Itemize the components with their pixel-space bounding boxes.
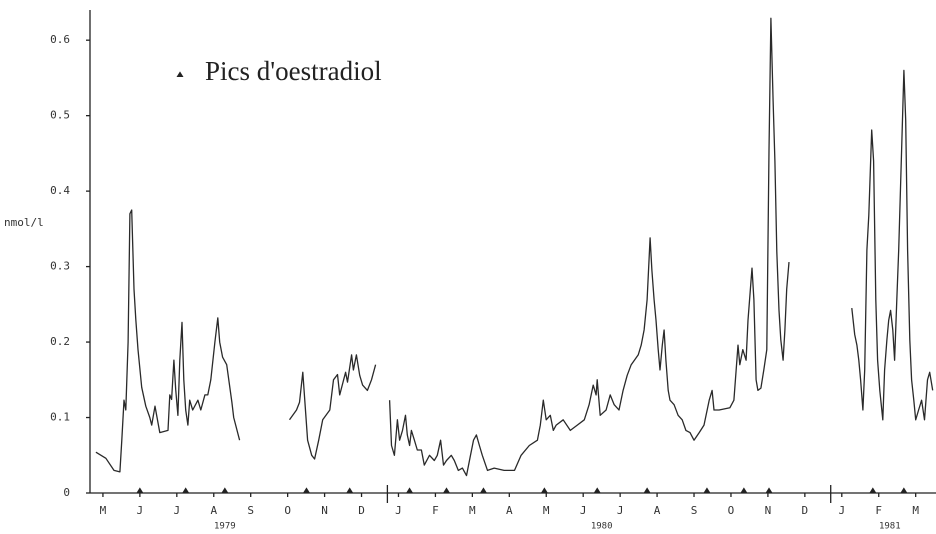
x-tick-label: J — [838, 504, 845, 517]
x-tick-label: F — [432, 504, 439, 517]
x-tick-label: M — [100, 504, 107, 517]
y-tick-label: 0.4 — [50, 184, 70, 197]
peak-marker — [869, 487, 877, 493]
x-tick-label: J — [580, 504, 587, 517]
peak-marker — [593, 487, 601, 493]
x-tick-label: J — [174, 504, 181, 517]
x-tick-label: F — [875, 504, 882, 517]
peak-marker — [406, 487, 414, 493]
peak-marker — [643, 487, 651, 493]
peak-marker — [136, 487, 144, 493]
x-tick-label: D — [358, 504, 365, 517]
x-tick-label: M — [543, 504, 550, 517]
y-tick-label: 0.5 — [50, 109, 70, 122]
y-tick-label: 0.2 — [50, 335, 70, 348]
y-tick-label: 0.1 — [50, 411, 70, 424]
legend-text: Pics d'oestradiol — [205, 56, 382, 86]
x-tick-label: J — [617, 504, 624, 517]
x-tick-label: D — [802, 504, 809, 517]
x-tick-label: J — [395, 504, 402, 517]
peak-marker — [479, 487, 487, 493]
x-tick-label: A — [506, 504, 513, 517]
x-tick-label: A — [210, 504, 217, 517]
x-tick-label: O — [284, 504, 291, 517]
y-tick-label: 0 — [63, 486, 70, 499]
peak-marker — [443, 487, 451, 493]
x-tick-label: M — [912, 504, 919, 517]
peak-marker — [703, 487, 711, 493]
peak-marker — [221, 487, 229, 493]
x-tick-label: S — [691, 504, 698, 517]
data-line — [95, 17, 934, 477]
x-tick-label: O — [728, 504, 735, 517]
peak-marker — [540, 487, 548, 493]
year-label: 1979 — [214, 522, 236, 532]
peak-marker — [740, 487, 748, 493]
x-tick-label: S — [247, 504, 254, 517]
peak-marker — [182, 487, 190, 493]
x-tick-label: N — [765, 504, 772, 517]
y-axis-label: nmol/l — [4, 216, 44, 229]
x-tick-label: M — [469, 504, 476, 517]
y-tick-label: 0.6 — [50, 33, 70, 46]
peak-marker — [900, 487, 908, 493]
x-tick-label: N — [321, 504, 328, 517]
peak-marker — [346, 487, 354, 493]
y-tick-label: 0.3 — [50, 260, 70, 273]
x-tick-label: A — [654, 504, 661, 517]
year-label: 1981 — [879, 522, 901, 532]
year-label: 1980 — [591, 522, 613, 532]
peak-marker — [765, 487, 773, 493]
legend-marker — [176, 71, 184, 77]
x-tick-label: J — [137, 504, 144, 517]
peak-marker — [302, 487, 310, 493]
